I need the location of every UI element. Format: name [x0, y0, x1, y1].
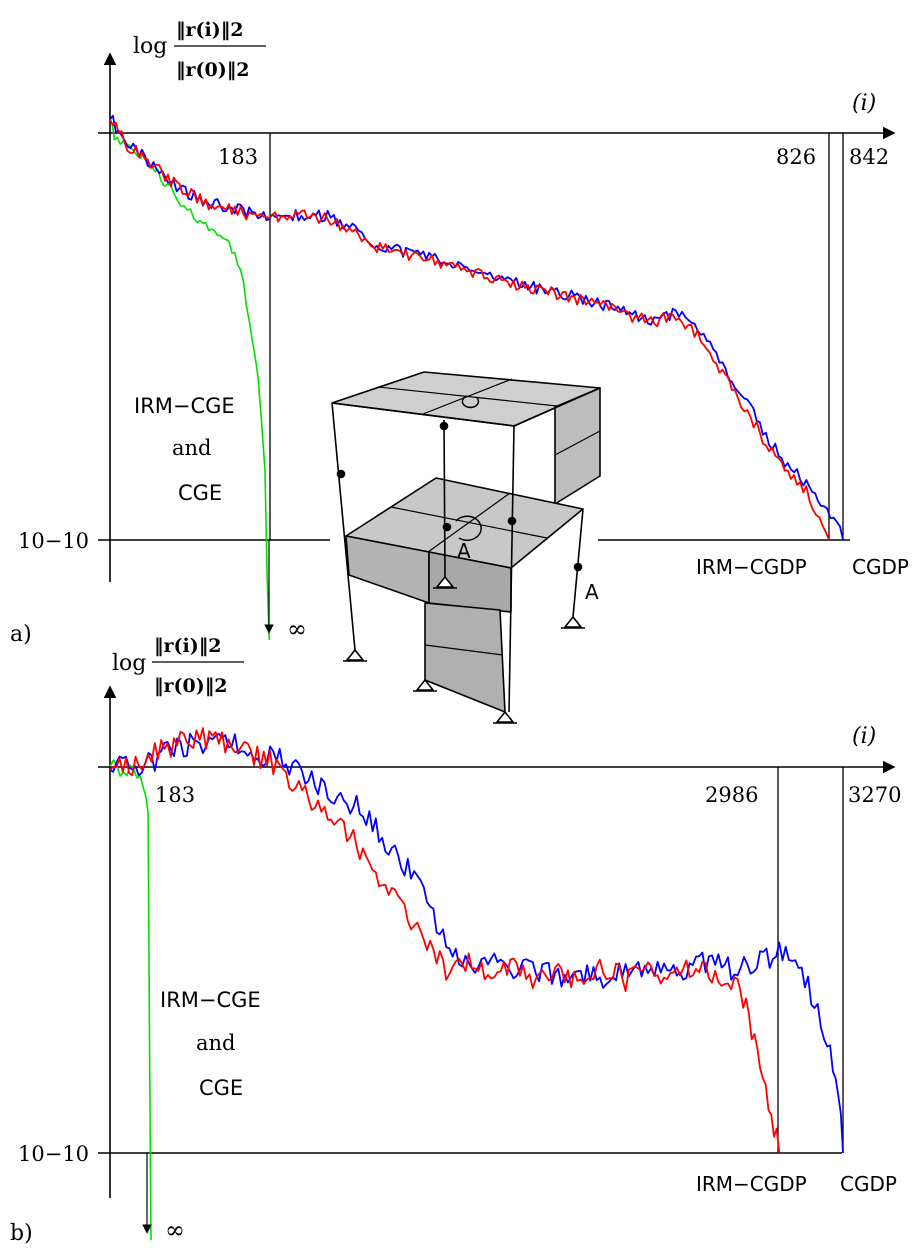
inset-top-slab-grid-2: [422, 378, 513, 415]
panel-a-series-blue: [109, 114, 844, 541]
panel-b-chart: 183 2986 3270 (i) 10−10 log ‖r(i)‖2 ‖r(0…: [10, 635, 901, 1246]
inset-support-label-1: A: [457, 539, 471, 563]
panel-a-infinity: ∞: [287, 615, 307, 643]
panel-a-green-label-line3: CGE: [178, 481, 222, 505]
inset-lower-wall-mid: [424, 644, 504, 656]
panel-b-series-green: [109, 759, 152, 1241]
panel-b-y-label-prefix: log: [112, 651, 146, 676]
panel-b-tick-2986: 2986: [705, 783, 758, 807]
panel-b-y-label-numerator: ‖r(i)‖2: [154, 635, 221, 657]
panel-a-y-label-denominator: ‖r(0)‖2: [176, 59, 249, 81]
panel-a-series-green: [109, 118, 271, 641]
panel-b-x-axis-label: (i): [852, 724, 876, 749]
inset-hinge-3: [507, 516, 517, 526]
inset-hinge-1: [336, 469, 346, 479]
inset-hinge-4: [442, 522, 452, 532]
inset-column-front-left: [331, 402, 356, 651]
panel-b-series-red: [109, 727, 781, 1154]
panel-b-y-tick-label: 10−10: [18, 1142, 89, 1166]
inset-lower-wall-panel: [424, 602, 506, 713]
inset-rotation-icon-top: [461, 395, 480, 409]
panel-b-tick-3270: 3270: [848, 783, 901, 807]
panel-a-series-red: [109, 119, 830, 541]
inset-support-5: [564, 616, 582, 628]
inset-support-3: [416, 679, 434, 691]
inset-support-2: [436, 576, 454, 588]
inset-hinge-2: [439, 421, 449, 431]
inset-support-4: [496, 711, 514, 723]
inset-right-upper-wall-mid: [554, 430, 601, 456]
inset-support-label-2: A: [585, 580, 599, 604]
panel-a-y-label-numerator: ‖r(i)‖2: [176, 19, 243, 41]
panel-b-green-label-line3: CGE: [199, 1076, 243, 1100]
panel-a-tick-183: 183: [218, 145, 258, 169]
inset-top-slab-right-edge: [513, 387, 601, 427]
panel-a-y-tick-label: 10−10: [18, 529, 89, 553]
panel-b-green-label-line2: and: [196, 1031, 236, 1055]
panel-a-irm-dp-label: IRM−CGDP: [696, 555, 807, 579]
inset-rotation-icon-middle: [455, 515, 482, 541]
panel-b-tick-183: 183: [155, 783, 195, 807]
panel-a-green-label-line1: IRM−CGE: [134, 394, 235, 418]
panel-a-green-label-line2: and: [172, 436, 212, 460]
panel-b-label: b): [10, 1221, 33, 1246]
panel-b-series-blue: [109, 732, 844, 1154]
inset-middle-slab-grid-2: [427, 492, 511, 553]
panel-a-tick-826: 826: [776, 145, 816, 169]
panel-b-y-label-denominator: ‖r(0)‖2: [154, 675, 227, 697]
panel-a-chart: 183 826 842 (i) 10−10 log ‖r(i)‖2 ‖r(0)‖…: [10, 19, 909, 647]
panel-a-tick-842: 842: [849, 145, 889, 169]
panel-a-cg-dp-label: CGDP: [852, 555, 909, 579]
panel-a-y-label-prefix: log: [133, 34, 167, 59]
inset-column-center: [443, 419, 446, 578]
panel-b-cg-dp-label: CGDP: [840, 1172, 897, 1196]
inset-column-front-right: [508, 425, 515, 713]
panel-a-x-axis-label: (i): [852, 91, 876, 116]
panel-a-label: a): [10, 622, 32, 647]
structure-inset-diagram: A A: [331, 371, 601, 724]
inset-top-slab-front-edge: [331, 402, 515, 427]
inset-support-1: [346, 649, 364, 661]
inset-hinge-5: [573, 562, 583, 572]
panel-b-green-label-line1: IRM−CGE: [160, 988, 261, 1012]
panel-b-infinity: ∞: [165, 1216, 185, 1244]
panel-b-irm-dp-label: IRM−CGDP: [696, 1172, 807, 1196]
